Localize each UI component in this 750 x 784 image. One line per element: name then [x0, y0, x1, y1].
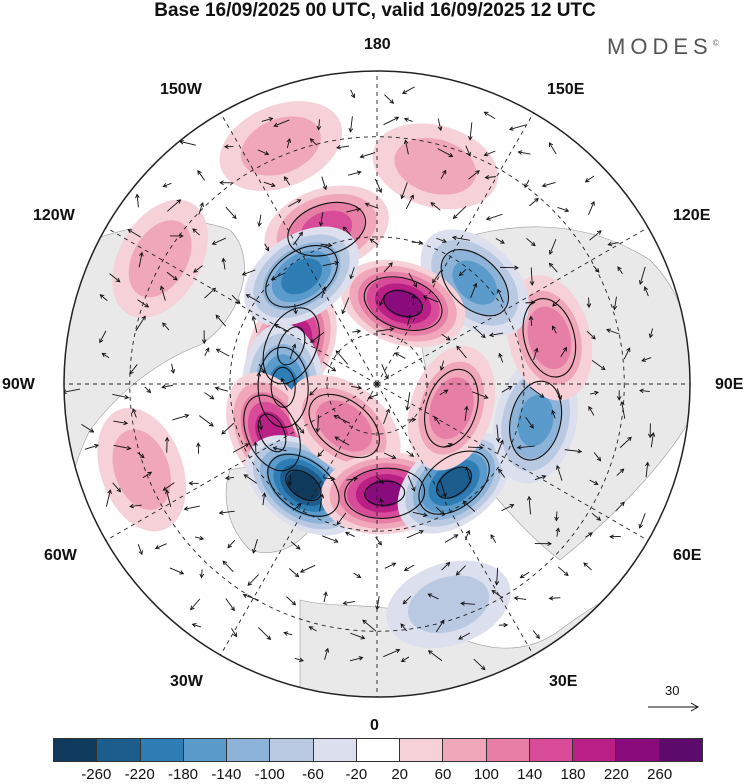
colorbar-tick-label: 180 [560, 766, 585, 783]
colorbar-tick-label: 20 [391, 766, 408, 783]
colorbar-tick-label: 220 [604, 766, 629, 783]
colorbar-swatch [97, 739, 140, 761]
colorbar-tick-label: 60 [435, 766, 452, 783]
colorbar-swatch [270, 739, 313, 761]
colorbar-swatch [357, 739, 400, 761]
label-lon-90e: 90E [715, 376, 743, 394]
label-lon-30w: 30W [170, 673, 203, 691]
colorbar-tick-label: -20 [345, 766, 367, 783]
colorbar-tick-label: -220 [125, 766, 155, 783]
label-lon-180: 180 [364, 36, 391, 54]
colorbar-swatch [141, 739, 184, 761]
colorbar-swatch [573, 739, 616, 761]
label-lon-60e: 60E [673, 547, 701, 565]
label-lon-120e: 120E [673, 207, 710, 225]
label-lon-120w: 120W [33, 207, 75, 225]
label-lon-30e: 30E [549, 673, 577, 691]
colorbar-tick-label: -140 [211, 766, 241, 783]
colorbar-tick-label: 140 [517, 766, 542, 783]
label-lon-0: 0 [370, 717, 379, 735]
wind-reference-value: 30 [665, 683, 679, 698]
colorbar-tick-label: -180 [168, 766, 198, 783]
colorbar-swatch [227, 739, 270, 761]
colorbar [53, 738, 703, 762]
colorbar-swatch [660, 739, 702, 761]
colorbar-tick-label: 100 [474, 766, 499, 783]
wind-reference-arrow [648, 703, 698, 711]
label-lon-150w: 150W [160, 81, 202, 99]
label-lon-60w: 60W [44, 547, 77, 565]
colorbar-swatch [400, 739, 443, 761]
colorbar-swatch [443, 739, 486, 761]
colorbar-swatch [616, 739, 659, 761]
colorbar-ticks: -260 -220 -180 -140 -100 -60 -20 20 60 100 140 180 2… [0, 766, 750, 784]
polar-map [0, 0, 750, 740]
colorbar-swatch [184, 739, 227, 761]
colorbar-swatch [530, 739, 573, 761]
colorbar-swatch [487, 739, 530, 761]
colorbar-tick-label: -60 [302, 766, 324, 783]
label-lon-90w: 90W [2, 376, 35, 394]
colorbar-swatch [54, 739, 97, 761]
label-lon-150e: 150E [547, 81, 584, 99]
colorbar-swatch [314, 739, 357, 761]
colorbar-tick-label: 260 [647, 766, 672, 783]
colorbar-tick-label: -260 [81, 766, 111, 783]
colorbar-tick-label: -100 [255, 766, 285, 783]
